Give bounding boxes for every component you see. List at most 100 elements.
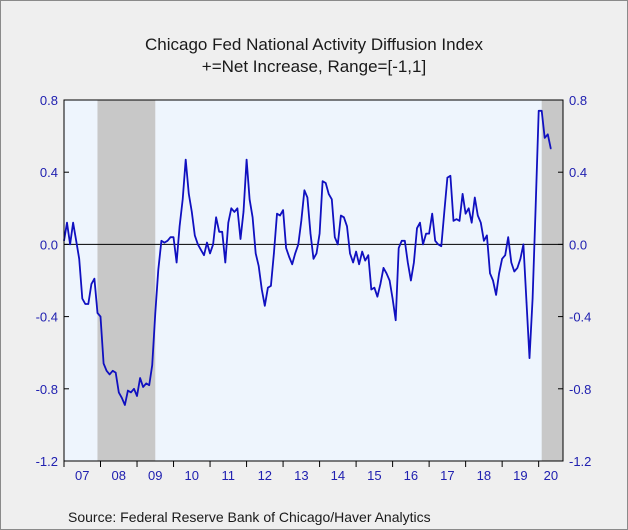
data-point-111 [401,240,403,242]
data-point-94 [349,252,351,255]
data-point-35 [169,236,172,238]
data-point-126 [446,177,448,179]
x-tick-label: 19 [513,468,527,483]
data-point-34 [166,240,169,242]
data-point-136 [477,214,479,217]
y-tick-left-label: -0.8 [36,382,58,397]
data-point-45 [200,249,202,251]
data-point-97 [358,263,360,265]
data-point-134 [471,222,473,224]
y-tick-left-label: 0.0 [40,237,58,252]
x-tick-label: 16 [404,468,418,483]
data-point-48 [209,252,211,255]
data-point-142 [495,294,497,296]
data-point-68 [270,285,272,287]
data-point-59 [242,211,245,213]
data-point-115 [413,261,415,264]
data-point-131 [461,193,464,195]
data-point-119 [425,232,427,235]
data-point-132 [465,213,467,215]
data-point-140 [489,272,491,274]
data-point-53 [224,261,226,264]
data-point-72 [282,209,284,211]
plot-border [63,99,564,462]
data-point-89 [334,236,336,238]
data-point-7 [84,303,86,305]
x-tick-label: 15 [367,468,381,483]
y-axis-right: 0.8 0.4 0.0 -0.4 -0.8 -1.2 [558,93,591,469]
data-point-109 [395,319,397,321]
data-point-52 [221,231,223,233]
data-point-155 [535,207,537,209]
data-point-26 [142,386,144,388]
data-point-55 [230,207,232,209]
data-point-114 [410,279,412,282]
data-point-54 [227,222,229,224]
data-point-158 [544,137,546,139]
x-tick-label: 18 [477,468,491,483]
data-point-90 [337,243,339,245]
data-point-150 [519,258,522,260]
data-point-17 [115,371,117,374]
data-point-16 [112,370,114,372]
data-point-1 [66,222,68,224]
data-point-76 [294,252,296,255]
data-point-62 [252,216,254,218]
x-tick-label: 07 [75,468,89,483]
data-point-99 [364,260,366,262]
data-point-112 [404,240,406,242]
recession-band-1 [97,100,156,461]
data-point-25 [139,377,141,379]
data-point-28 [148,384,150,386]
y-tick-left-label: 0.8 [40,93,58,108]
x-tick-label: 09 [148,468,162,483]
data-point-65 [261,288,263,291]
data-point-95 [352,261,354,264]
x-tick-label: 10 [185,468,199,483]
y-tick-right-label: 0.0 [569,237,587,252]
data-point-33 [163,241,166,244]
x-tick-label: 08 [112,468,126,483]
data-point-41 [188,193,190,195]
data-point-19 [121,397,123,399]
data-point-78 [300,220,302,222]
data-point-105 [382,267,385,269]
data-point-12 [99,316,102,318]
data-point-58 [239,238,242,240]
data-point-106 [385,272,388,274]
series-group [63,109,552,406]
data-point-151 [522,243,525,245]
data-point-2 [69,243,71,245]
data-point-92 [343,216,345,218]
data-point-144 [501,258,503,260]
data-point-49 [212,243,214,245]
data-point-118 [422,243,424,245]
data-point-100 [367,254,369,256]
data-point-98 [361,251,363,253]
x-tick-label: 12 [258,468,272,483]
data-point-47 [206,241,208,244]
data-point-77 [297,243,299,245]
data-point-80 [306,196,309,199]
data-point-79 [303,189,305,191]
data-point-23 [133,388,135,390]
y-tick-left-label: 0.4 [40,165,58,180]
data-point-69 [273,252,275,255]
data-point-40 [185,158,187,161]
recession-band-2 [541,100,563,461]
data-point-57 [236,207,239,209]
y-axis-left: 0.8 0.4 0.0 -0.4 -0.8 -1.2 [36,93,69,469]
data-point-11 [96,312,99,314]
y-tick-right-label: -1.2 [569,454,591,469]
y-tick-right-label: -0.4 [569,310,591,325]
y-tick-left-label: -1.2 [36,454,58,469]
data-point-88 [331,198,333,200]
data-point-138 [483,240,485,242]
data-point-147 [510,261,512,264]
data-point-85 [322,180,324,182]
x-tick-label: 14 [331,468,345,483]
data-point-91 [340,214,342,217]
y-tick-left-label: -0.4 [36,310,58,325]
data-point-86 [325,182,327,184]
data-point-21 [127,390,129,392]
